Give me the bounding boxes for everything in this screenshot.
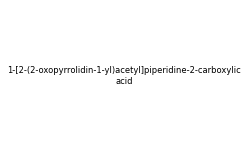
Text: 1-[2-(2-oxopyrrolidin-1-yl)acetyl]piperidine-2-carboxylic acid: 1-[2-(2-oxopyrrolidin-1-yl)acetyl]piperi…	[7, 66, 241, 86]
